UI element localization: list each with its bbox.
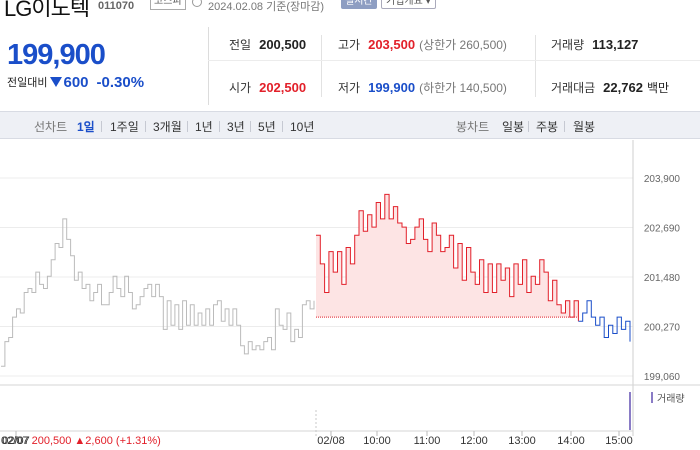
upper-limit: (상한가 260,500) — [419, 37, 507, 52]
price-summary: 199,900 — [0, 27, 208, 103]
candle-chart-label: 봉차트 — [456, 120, 490, 134]
market-badge: 코스피 — [150, 0, 186, 10]
period-10y[interactable]: 10년 — [290, 120, 315, 134]
divider — [145, 121, 146, 132]
x-axis: 02/07 02/08 10:00 11:00 12:00 13:00 14:00 15:00… — [1, 410, 633, 447]
divider — [187, 121, 188, 132]
y-tick-label: 200,270 — [644, 323, 681, 334]
summary-part: 02/07 — [1, 435, 32, 447]
prev-day-line — [1, 218, 315, 367]
volume-value: 113,127 — [592, 36, 639, 52]
divider — [208, 60, 700, 61]
trade-value: 22,762 — [603, 79, 643, 95]
high-value: 203,500 — [368, 36, 416, 52]
period-1w[interactable]: 1주일 — [110, 120, 139, 134]
candle-monthly[interactable]: 월봉 — [573, 120, 596, 134]
x-tick-label: 15:00 — [605, 435, 633, 447]
x-tick-label: 12:00 — [460, 435, 488, 447]
change-percent: -0.30% — [96, 73, 145, 91]
lower-limit: (하한가 140,500) — [419, 80, 507, 95]
realtime-button[interactable]: 실시간 — [341, 0, 377, 9]
period-3m[interactable]: 3개월 — [153, 120, 182, 134]
period-1d[interactable]: 1일 — [77, 120, 95, 134]
x-tick-label: 02/08 — [317, 435, 345, 447]
change-label: 전일대비 — [7, 77, 48, 89]
current-price: 199,900 — [7, 39, 106, 71]
summary-part: (+1.31%) — [116, 435, 161, 447]
divider — [101, 121, 102, 132]
trade-value-cell: 거래대금 22,762 백만 — [551, 79, 670, 95]
x-tick-label: 11:00 — [414, 435, 441, 447]
open-value: 202,500 — [259, 79, 307, 95]
x-tick-label: 02/07 — [2, 435, 30, 447]
up-area-fill — [316, 194, 579, 318]
y-axis: 203,900 202,690 201,480 200,270 199,060 — [644, 174, 681, 383]
today-up-line — [316, 193, 579, 322]
chart-grid — [0, 140, 700, 436]
divider — [528, 121, 529, 132]
volume-bar — [629, 392, 631, 430]
quote-datetime: 2024.02.08 기준(장마감) — [208, 1, 325, 13]
period-3y[interactable]: 3년 — [227, 120, 245, 134]
corp-info-dropdown[interactable]: 기업개요 ▾ — [381, 0, 436, 9]
down-triangle-icon — [50, 77, 63, 87]
volume-label: 거래량 — [657, 393, 685, 405]
x-tick-label: 14:00 — [557, 435, 585, 447]
volume-pane: 거래량 — [629, 392, 685, 430]
volume-cell: 거래량 113,127 — [551, 36, 639, 52]
divider — [321, 35, 322, 97]
divider — [282, 121, 283, 132]
x-tick-label: 10:00 — [363, 435, 391, 447]
y-tick-label: 199,060 — [644, 372, 681, 383]
intraday-chart[interactable]: 203,900 202,690 201,480 200,270 199,060 02/0… — [0, 140, 700, 450]
low-cell: 저가 199,900 (하한가 140,500) — [338, 79, 507, 95]
quote-table: 전일 200,500 고가 203,500 (상한가 260,500) 거래량 … — [208, 27, 700, 105]
today-down-line — [578, 300, 631, 342]
stock-header: LG이노텍 011070 코스피 2024.02.08 기준(장마감) 실시간 … — [0, 0, 700, 17]
divider — [535, 35, 536, 97]
divider — [564, 121, 565, 132]
summary-part: ▲2,600 — [74, 435, 115, 447]
prev-close-cell: 전일 200,500 — [229, 36, 307, 52]
high-cell: 고가 203,500 (상한가 260,500) — [338, 36, 507, 52]
price-change: 전일대비 600 -0.30% — [7, 73, 144, 91]
stock-code: 011070 — [98, 0, 135, 12]
chart-lines — [1, 193, 631, 367]
chart-toolbar: 선차트 1일 1주일 3개월 1년 3년 5년 10년 봉차트 일봉 주봉 월봉 — [0, 111, 700, 139]
volume-legend-swatch — [651, 392, 653, 403]
period-1y[interactable]: 1년 — [195, 120, 213, 134]
y-tick-label: 203,900 — [644, 174, 681, 185]
prev-day-summary: 02/07 200,500 ▲2,600 (+1.31%) — [1, 435, 161, 447]
open-cell: 시가 202,500 — [229, 79, 307, 95]
chart-area — [316, 194, 579, 318]
x-tick-label: 13:00 — [508, 435, 536, 447]
y-tick-label: 201,480 — [644, 273, 681, 284]
chart-canvas[interactable]: 203,900 202,690 201,480 200,270 199,060 02/0… — [0, 140, 700, 450]
summary-part: 200,500 — [32, 435, 75, 447]
clock-icon — [192, 0, 202, 7]
divider — [219, 121, 220, 132]
change-value: 600 — [63, 73, 89, 91]
period-5y[interactable]: 5년 — [258, 120, 276, 134]
candle-weekly[interactable]: 주봉 — [536, 120, 559, 134]
low-value: 199,900 — [368, 79, 416, 95]
trade-value-unit: 백만 — [646, 80, 670, 95]
stock-name: LG이노텍 — [4, 0, 90, 17]
line-chart-label: 선차트 — [34, 120, 68, 134]
y-tick-label: 202,690 — [644, 224, 681, 235]
candle-daily[interactable]: 일봉 — [502, 120, 525, 134]
divider — [250, 121, 251, 132]
prev-close-value: 200,500 — [259, 36, 307, 52]
